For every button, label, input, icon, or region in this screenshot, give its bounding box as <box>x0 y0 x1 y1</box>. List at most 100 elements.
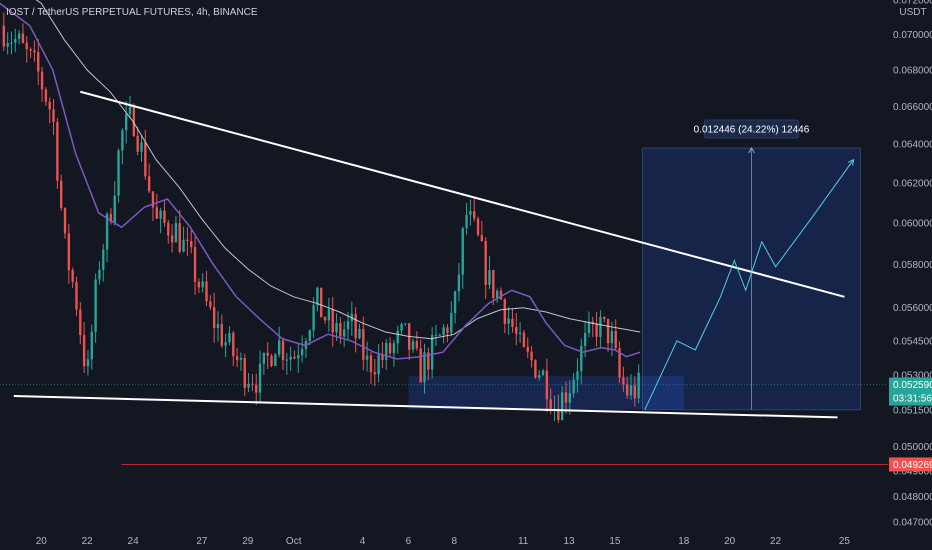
candle-body <box>610 331 614 344</box>
x-tick-label: 18 <box>678 536 690 547</box>
y-tick-label: 0.068000 <box>893 65 932 76</box>
candle-body <box>404 323 407 325</box>
candle-body <box>117 150 120 196</box>
y-tick-label: 0.047000 <box>893 518 932 529</box>
candle-body <box>121 130 124 151</box>
candle-body <box>201 281 204 288</box>
level-label: 0.049269 <box>893 460 932 471</box>
candle-body <box>618 348 621 378</box>
slow-moving-average <box>35 0 641 340</box>
candle-body <box>94 279 97 332</box>
candle-body <box>599 316 602 337</box>
candle-body <box>473 211 476 219</box>
candle-body <box>63 208 67 234</box>
candle-body <box>274 354 277 367</box>
candle-body <box>572 379 575 394</box>
candle-body <box>541 370 545 376</box>
candle-body <box>633 385 637 399</box>
candle-body <box>560 392 564 420</box>
candle-body <box>434 335 438 337</box>
candle-body <box>446 327 449 333</box>
last-price-label: 0.052590 <box>893 380 932 391</box>
y-tick-label: 0.050000 <box>893 442 932 453</box>
y-tick-label: 0.054500 <box>893 336 932 347</box>
candle-body <box>258 363 262 393</box>
candle-body <box>212 307 216 329</box>
chart-title: IOST / TetherUS PERPETUAL FUTURES, 4h, B… <box>6 7 258 18</box>
candle-body <box>511 318 514 327</box>
y-tick-label: 0.062000 <box>893 179 932 190</box>
zones-layer <box>0 147 888 465</box>
candles-layer <box>2 12 640 423</box>
candle-body <box>549 399 552 410</box>
candle-body <box>343 329 346 337</box>
candle-body <box>492 270 495 299</box>
candle-body <box>583 332 587 346</box>
candle-body <box>128 106 132 114</box>
x-tick-label: 24 <box>128 536 140 547</box>
candle-body <box>308 330 311 341</box>
candle-body <box>44 89 48 102</box>
x-tick-label: 29 <box>242 536 254 547</box>
candle-body <box>545 370 549 400</box>
y-tick-label: 0.053000 <box>893 371 932 382</box>
candle-body <box>190 241 193 248</box>
candle-body <box>629 385 633 396</box>
candle-body <box>499 290 503 300</box>
candle-body <box>564 392 568 403</box>
projection-arrow <box>848 158 855 166</box>
candle-body <box>98 269 101 280</box>
candle-body <box>205 281 208 302</box>
candle-body <box>335 323 338 333</box>
candle-body <box>174 223 178 243</box>
candle-body <box>281 340 285 361</box>
candle-body <box>293 356 296 359</box>
candle-body <box>155 207 158 219</box>
candle-body <box>6 42 9 47</box>
candle-body <box>67 233 71 271</box>
candle-body <box>423 352 426 383</box>
candle-body <box>392 343 396 354</box>
candle-body <box>224 342 227 346</box>
candle-body <box>358 329 361 339</box>
y-tick-label: 0.060000 <box>893 219 932 230</box>
y-tick-label: 0.051500 <box>893 406 932 417</box>
candle-body <box>346 321 350 330</box>
candle-body <box>75 281 78 310</box>
candle-body <box>488 270 491 285</box>
level-badge <box>889 457 932 472</box>
candle-body <box>21 33 25 43</box>
candle-body <box>48 101 51 110</box>
candle-body <box>442 327 445 335</box>
candle-body <box>606 319 610 344</box>
candle-body <box>518 332 522 334</box>
lower-trendline <box>13 395 838 419</box>
candle-body <box>557 408 560 420</box>
candle-body <box>2 25 6 47</box>
candle-body <box>530 351 533 361</box>
y-tick-label: 0.066000 <box>893 102 932 113</box>
y-tick-label: 0.048000 <box>893 492 932 503</box>
candle-body <box>25 42 28 50</box>
candle-body <box>216 323 220 329</box>
candle-body <box>381 354 384 360</box>
x-tick-label: 25 <box>839 536 851 547</box>
moving-averages-layer <box>0 0 641 360</box>
candle-body <box>415 341 419 349</box>
candle-body <box>170 235 174 243</box>
candle-body <box>365 355 369 360</box>
candle-body <box>82 335 86 367</box>
candle-body <box>186 239 189 242</box>
candle-body <box>614 331 617 349</box>
fast-moving-average <box>0 2 641 360</box>
candle-body <box>507 318 510 324</box>
candle-body <box>40 71 44 90</box>
candle-body <box>339 323 342 337</box>
candle-body <box>538 375 541 378</box>
candle-body <box>476 218 480 235</box>
candle-body <box>167 222 170 236</box>
projection-label: 0.012446 (24.22%) 12446 <box>694 125 810 136</box>
candle-body <box>316 287 319 306</box>
candle-body <box>90 331 93 360</box>
